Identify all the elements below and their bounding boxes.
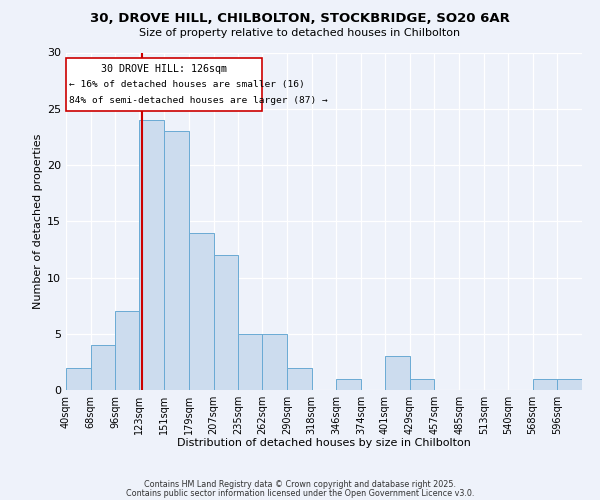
Bar [238,334,262,390]
Bar [533,379,557,390]
Text: Size of property relative to detached houses in Chilbolton: Size of property relative to detached ho… [139,28,461,38]
Text: Contains public sector information licensed under the Open Government Licence v3: Contains public sector information licen… [126,488,474,498]
Text: ← 16% of detached houses are smaller (16): ← 16% of detached houses are smaller (16… [68,80,304,88]
Bar [262,334,287,390]
Bar [385,356,410,390]
Bar [139,120,164,390]
Text: 84% of semi-detached houses are larger (87) →: 84% of semi-detached houses are larger (… [68,96,328,106]
Bar [66,368,91,390]
Text: 30 DROVE HILL: 126sqm: 30 DROVE HILL: 126sqm [101,64,227,74]
Bar [337,379,361,390]
FancyBboxPatch shape [66,58,262,111]
Bar [410,379,434,390]
Bar [189,232,214,390]
Bar [91,345,115,390]
Y-axis label: Number of detached properties: Number of detached properties [33,134,43,309]
Bar [164,131,189,390]
Bar [287,368,311,390]
Bar [115,311,139,390]
Bar [557,379,582,390]
Text: 30, DROVE HILL, CHILBOLTON, STOCKBRIDGE, SO20 6AR: 30, DROVE HILL, CHILBOLTON, STOCKBRIDGE,… [90,12,510,26]
Text: Contains HM Land Registry data © Crown copyright and database right 2025.: Contains HM Land Registry data © Crown c… [144,480,456,489]
Bar [214,255,238,390]
X-axis label: Distribution of detached houses by size in Chilbolton: Distribution of detached houses by size … [177,438,471,448]
